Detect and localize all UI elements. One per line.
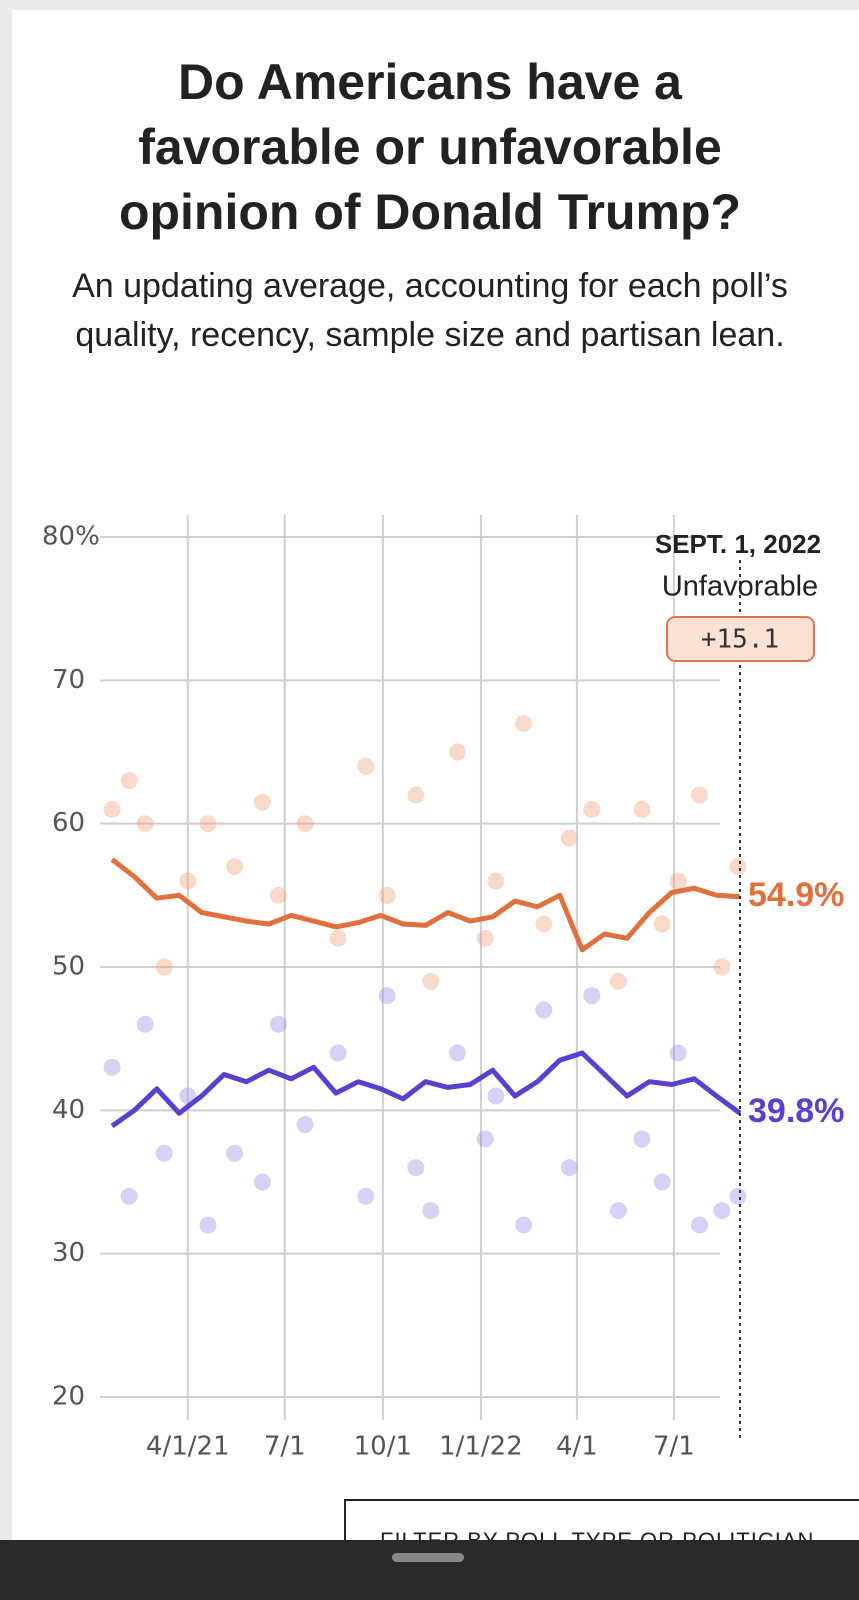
poll-dot xyxy=(136,815,154,833)
margin-label: +15.1 xyxy=(701,625,779,655)
poll-dot xyxy=(535,1001,553,1019)
series-line xyxy=(110,1050,742,1129)
poll-dot xyxy=(560,829,578,847)
y-tick-label: 40 xyxy=(52,1095,85,1125)
margin-box xyxy=(666,616,815,662)
poll-dot xyxy=(515,1216,533,1234)
x-tick-label: 4/1 xyxy=(556,1432,598,1462)
poll-dot xyxy=(653,915,671,933)
poll-dot xyxy=(713,958,731,976)
x-tick-label: 1/1/22 xyxy=(439,1432,523,1462)
poll-dot xyxy=(136,1015,154,1033)
poll-dot xyxy=(199,1216,217,1234)
poll-dot xyxy=(653,1173,671,1191)
poll-dot xyxy=(583,987,601,1005)
poll-dot xyxy=(476,1130,494,1148)
poll-dot xyxy=(253,793,271,811)
poll-dot xyxy=(378,886,396,904)
poll-dot xyxy=(407,1159,425,1177)
poll-dot xyxy=(120,772,138,790)
y-tick-label: 70 xyxy=(52,665,85,695)
poll-dot xyxy=(487,872,505,890)
poll-dot xyxy=(633,800,651,818)
poll-dot xyxy=(669,872,687,890)
chart-subtitle: An updating average, accounting for each… xyxy=(72,267,788,354)
chart-title: Do Americans have a favorable or unfavor… xyxy=(118,54,742,240)
poll-dot xyxy=(253,1173,271,1191)
poll-dot xyxy=(690,786,708,804)
poll-dot xyxy=(609,972,627,990)
system-bar xyxy=(0,1540,859,1600)
poll-dot xyxy=(448,743,466,761)
poll-dot xyxy=(690,1216,708,1234)
poll-dot xyxy=(729,1187,747,1205)
y-tick-label: 30 xyxy=(52,1238,85,1268)
poll-dot xyxy=(713,1202,731,1220)
end-label: 54.9% xyxy=(748,876,844,914)
card xyxy=(12,10,859,1600)
end-label: 39.8% xyxy=(748,1092,844,1130)
poll-dot xyxy=(296,815,314,833)
poll-dot xyxy=(155,958,173,976)
poll-dot xyxy=(448,1044,466,1062)
poll-dot xyxy=(535,915,553,933)
poll-dot xyxy=(226,1144,244,1162)
poll-dot xyxy=(476,929,494,947)
annotation-label: Unfavorable xyxy=(662,571,818,603)
poll-dot xyxy=(357,1187,375,1205)
poll-dot xyxy=(199,815,217,833)
poll-dot xyxy=(296,1116,314,1134)
poll-dot xyxy=(269,886,287,904)
x-tick-label: 4/1/21 xyxy=(146,1432,230,1462)
y-tick-label: 20 xyxy=(52,1382,85,1412)
poll-dot xyxy=(103,800,121,818)
poll-dot xyxy=(407,786,425,804)
x-tick-label: 7/1 xyxy=(264,1432,306,1462)
poll-dot xyxy=(329,929,347,947)
annotation-date: SEPT. 1, 2022 xyxy=(655,529,821,559)
poll-dot xyxy=(269,1015,287,1033)
poll-dot xyxy=(422,1202,440,1220)
poll-dot xyxy=(120,1187,138,1205)
poll-dot xyxy=(669,1044,687,1062)
y-tick-label: 60 xyxy=(52,808,85,838)
y-tick-label: 80% xyxy=(42,522,100,552)
poll-dot xyxy=(329,1044,347,1062)
poll-dot xyxy=(560,1159,578,1177)
poll-dot xyxy=(729,858,747,876)
poll-dot xyxy=(515,714,533,732)
poll-dot xyxy=(609,1202,627,1220)
series-line xyxy=(110,857,741,953)
poll-dot xyxy=(378,987,396,1005)
poll-dot xyxy=(357,757,375,775)
y-tick-label: 50 xyxy=(52,952,85,982)
poll-dot xyxy=(487,1087,505,1105)
poll-dot xyxy=(583,800,601,818)
poll-dot xyxy=(633,1130,651,1148)
poll-dot xyxy=(179,872,197,890)
poll-dot xyxy=(155,1144,173,1162)
poll-dot xyxy=(226,858,244,876)
poll-dot xyxy=(103,1058,121,1076)
poll-dot xyxy=(422,972,440,990)
home-indicator xyxy=(392,1553,464,1562)
x-tick-label: 10/1 xyxy=(354,1432,412,1462)
x-tick-label: 7/1 xyxy=(653,1432,695,1462)
